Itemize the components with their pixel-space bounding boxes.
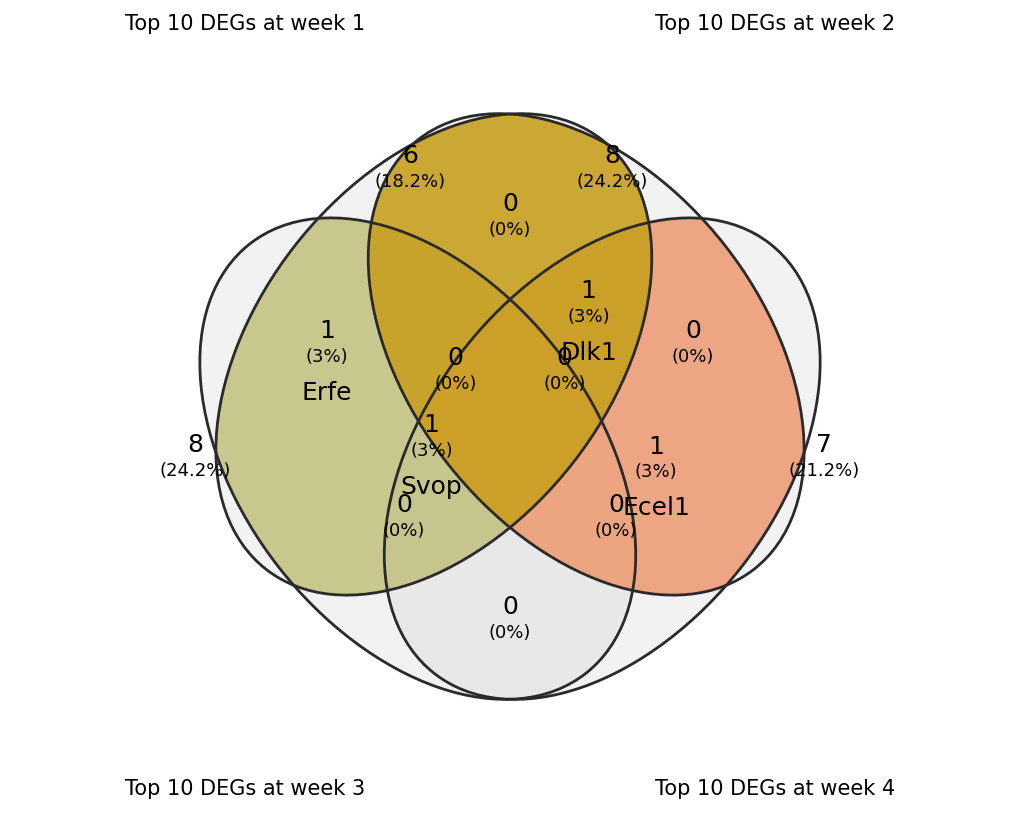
Text: (0%): (0%) xyxy=(671,348,713,366)
Text: (18.2%): (18.2%) xyxy=(374,173,445,191)
Ellipse shape xyxy=(368,114,803,595)
Text: 0: 0 xyxy=(684,320,700,343)
Text: Ecel1: Ecel1 xyxy=(622,497,689,520)
Text: 1: 1 xyxy=(647,435,663,459)
Text: 6: 6 xyxy=(401,145,418,168)
Text: 0: 0 xyxy=(395,493,412,517)
Text: (21.2%): (21.2%) xyxy=(788,462,859,480)
Text: (0%): (0%) xyxy=(488,624,531,641)
Text: 7: 7 xyxy=(815,433,832,457)
Ellipse shape xyxy=(384,218,819,699)
Ellipse shape xyxy=(368,114,803,595)
Text: (3%): (3%) xyxy=(306,348,348,366)
Text: (24.2%): (24.2%) xyxy=(160,462,231,480)
Text: Svop: Svop xyxy=(400,475,462,498)
Text: (0%): (0%) xyxy=(488,221,531,239)
Ellipse shape xyxy=(216,114,651,595)
Text: (24.2%): (24.2%) xyxy=(577,173,648,191)
Text: (0%): (0%) xyxy=(434,375,476,393)
Text: (3%): (3%) xyxy=(410,441,452,459)
Text: Top 10 DEGs at week 4: Top 10 DEGs at week 4 xyxy=(654,780,894,799)
Text: (3%): (3%) xyxy=(567,307,609,326)
Text: Dlk1: Dlk1 xyxy=(559,341,616,365)
Text: 8: 8 xyxy=(187,433,204,457)
Ellipse shape xyxy=(216,114,651,595)
Text: 0: 0 xyxy=(501,595,518,619)
Text: 1: 1 xyxy=(319,320,335,343)
Text: 1: 1 xyxy=(580,279,596,303)
Text: Top 10 DEGs at week 3: Top 10 DEGs at week 3 xyxy=(125,780,365,799)
Text: (0%): (0%) xyxy=(382,522,425,540)
Text: Erfe: Erfe xyxy=(302,380,353,405)
Text: Top 10 DEGs at week 2: Top 10 DEGs at week 2 xyxy=(654,14,894,33)
Text: 1: 1 xyxy=(423,413,439,437)
Text: 0: 0 xyxy=(501,193,518,216)
Ellipse shape xyxy=(200,218,635,699)
Text: Top 10 DEGs at week 1: Top 10 DEGs at week 1 xyxy=(125,14,365,33)
Text: (0%): (0%) xyxy=(594,522,637,540)
Ellipse shape xyxy=(216,114,651,595)
Text: (0%): (0%) xyxy=(543,375,585,393)
Text: 0: 0 xyxy=(447,346,463,371)
Text: (3%): (3%) xyxy=(634,463,677,481)
Text: 0: 0 xyxy=(556,346,572,371)
Text: 0: 0 xyxy=(607,493,624,517)
Text: 8: 8 xyxy=(604,145,620,168)
